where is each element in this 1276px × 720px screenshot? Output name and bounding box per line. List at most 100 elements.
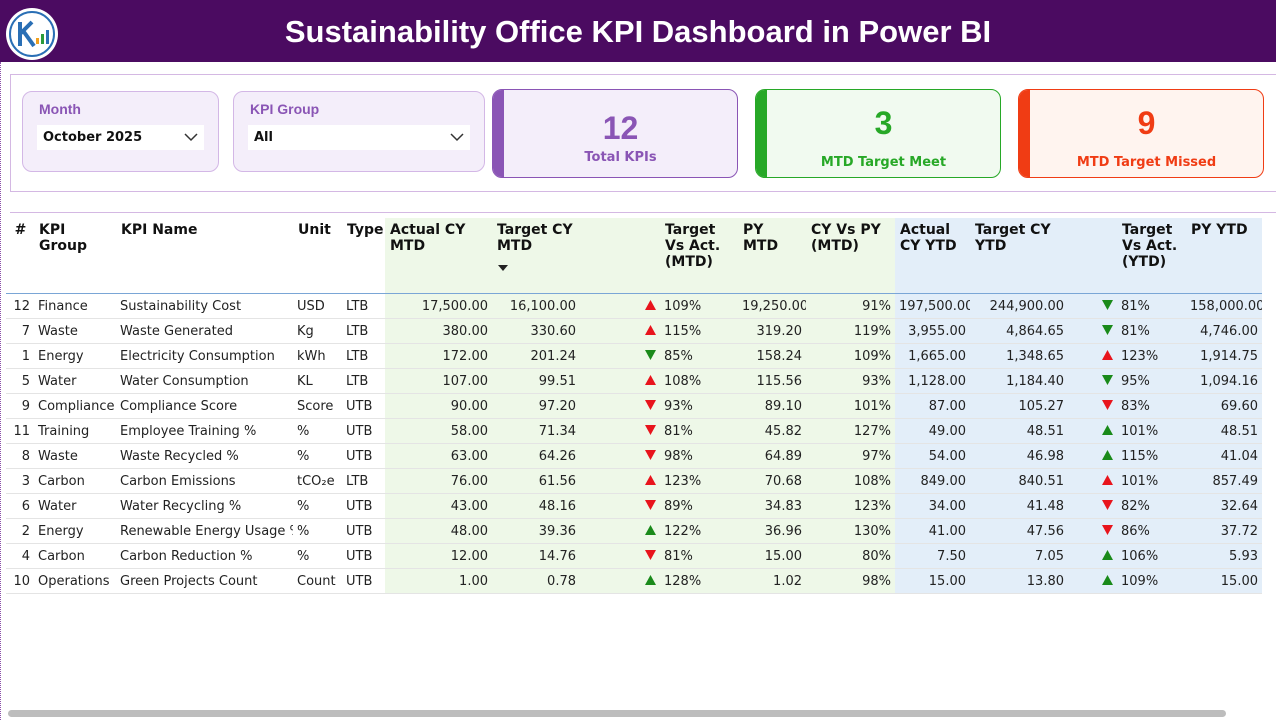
table-cell: 83% — [1117, 393, 1186, 419]
table-cell: 10 — [6, 568, 34, 594]
column-header: PY MTD — [738, 218, 806, 294]
scrollbar[interactable] — [8, 710, 1226, 717]
column-header: Target CY MTD — [492, 218, 580, 294]
table-cell: 64.26 — [492, 443, 580, 469]
slicer-label: Month — [39, 101, 81, 117]
table-cell: UTB — [342, 393, 385, 419]
table-cell: 119% — [806, 318, 895, 344]
status-arrow — [1102, 499, 1113, 510]
table-cell: 15.00 — [738, 543, 806, 569]
table-cell: 4 — [6, 543, 34, 569]
column-header: Actual CY YTD — [895, 218, 970, 294]
kpi-table: # KPI Group KPI Name Unit Type Actual CY MTD T… — [6, 218, 1262, 594]
table-cell: 1,348.65 — [970, 343, 1068, 369]
month-slicer[interactable]: Month October 2025 — [22, 91, 219, 172]
table-cell: 99.51 — [492, 368, 580, 394]
table-row[interactable]: 9 Compliance Compliance Score Score UTB 90.00… — [6, 393, 1262, 419]
mtd-arrow-cell — [580, 493, 660, 519]
table-cell: 54.00 — [895, 443, 970, 469]
dropdown[interactable]: All — [248, 125, 470, 150]
table-cell: Training — [34, 418, 116, 444]
card-value: 12 — [602, 110, 639, 146]
table-row[interactable]: 2 Energy Renewable Energy Usage %% UTB 48.00… — [6, 518, 1262, 544]
table-cell: 97% — [806, 443, 895, 469]
chevron — [184, 133, 198, 142]
table-row[interactable]: 10 Operations Green Projects Count Count UTB… — [6, 568, 1262, 594]
table-cell: 2 — [6, 518, 34, 544]
table-cell: 71.34 — [492, 418, 580, 444]
table-cell: 123% — [1117, 343, 1186, 369]
table-cell: kWh — [293, 343, 342, 369]
sort-indicator[interactable] — [497, 264, 509, 272]
table-cell: 123% — [806, 493, 895, 519]
table-row[interactable]: 1 Energy Electricity Consumption kWh LTB 172.… — [6, 343, 1262, 369]
status-arrow — [645, 374, 656, 385]
card-value: 3 — [874, 105, 893, 141]
table-cell: Carbon — [34, 468, 116, 494]
status-arrow — [1102, 324, 1113, 335]
card-strip — [493, 90, 504, 177]
table-cell: % — [293, 443, 342, 469]
table-cell: LTB — [342, 343, 385, 369]
table-cell: 244,900.00 — [970, 293, 1068, 319]
table-cell: 97.20 — [492, 393, 580, 419]
table-cell: 48.00 — [385, 518, 492, 544]
table-cell: 45.82 — [738, 418, 806, 444]
table-cell: USD — [293, 293, 342, 319]
dropdown-value: October 2025 — [43, 130, 143, 145]
table-cell: UTB — [342, 418, 385, 444]
ytd-arrow-cell — [1068, 343, 1117, 369]
table-cell: 15.00 — [895, 568, 970, 594]
table-row[interactable]: 6 Water Water Recycling %% UTB 43.00 48.16 89%… — [6, 493, 1262, 519]
table-cell: 46.98 — [970, 443, 1068, 469]
ytd-arrow-cell — [1068, 543, 1117, 569]
ytd-arrow-cell — [1068, 418, 1117, 444]
table-cell: % — [293, 543, 342, 569]
table-cell: Green Projects Count — [116, 568, 293, 594]
table-cell: 101% — [1117, 418, 1186, 444]
dropdown[interactable]: October 2025 — [37, 125, 204, 150]
table-cell: 80% — [806, 543, 895, 569]
table-cell: 48.51 — [1186, 418, 1262, 444]
table-cell: Score — [293, 393, 342, 419]
filter-panel — [10, 74, 1276, 192]
table-row[interactable]: 8 Waste Waste Recycled %% UTB 63.00 64.26 98% 6… — [6, 443, 1262, 469]
slicer-label: KPI Group — [250, 101, 320, 117]
table-cell: 101% — [806, 393, 895, 419]
table-cell: 130% — [806, 518, 895, 544]
mtd-arrow-cell — [580, 368, 660, 394]
table-cell: 48.16 — [492, 493, 580, 519]
mtd-arrow-cell — [580, 418, 660, 444]
status-arrow — [645, 449, 656, 460]
table-cell: 14.76 — [492, 543, 580, 569]
table-cell: 15.00 — [1186, 568, 1262, 594]
table-cell: KL — [293, 368, 342, 394]
status-arrow — [645, 299, 656, 310]
table-cell: Employee Training % — [116, 418, 293, 444]
status-arrow — [1102, 299, 1113, 310]
mtd-arrow-cell — [580, 543, 660, 569]
kpi-group-slicer[interactable]: KPI Group All — [233, 91, 485, 172]
table-row[interactable]: 3 Carbon Carbon Emissions tCO₂e LTB 76.00 61.5… — [6, 468, 1262, 494]
status-arrow — [645, 324, 656, 335]
table-cell: 90.00 — [385, 393, 492, 419]
mtd-arrow-cell — [580, 518, 660, 544]
table-row[interactable]: 7 Waste Waste Generated Kg LTB 380.00 330.60 11… — [6, 318, 1262, 344]
table-cell: 93% — [660, 393, 738, 419]
table-cell: 47.56 — [970, 518, 1068, 544]
table-row[interactable]: 5 Water Water Consumption KL LTB 107.00 99.51 1… — [6, 368, 1262, 394]
table-row[interactable]: 11 Training Employee Training %% UTB 58.00 71… — [6, 418, 1262, 444]
table-cell: UTB — [342, 568, 385, 594]
table-cell: 48.51 — [970, 418, 1068, 444]
table-cell: 41.00 — [895, 518, 970, 544]
table-cell: Kg — [293, 318, 342, 344]
table-cell: 17,500.00 — [385, 293, 492, 319]
table-cell: Waste Generated — [116, 318, 293, 344]
table-cell: 86% — [1117, 518, 1186, 544]
table-row[interactable]: 4 Carbon Carbon Reduction %% UTB 12.00 14.76 8… — [6, 543, 1262, 569]
status-arrow — [1102, 349, 1113, 360]
table-cell: LTB — [342, 318, 385, 344]
table-row[interactable]: 12 Finance Sustainability Cost USD LTB 17,500… — [6, 293, 1262, 319]
table-cell: UTB — [342, 493, 385, 519]
